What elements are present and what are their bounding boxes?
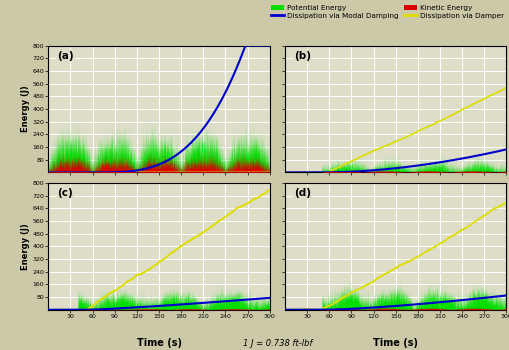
Text: Time (s): Time (s) — [136, 338, 182, 348]
Legend: Potential Energy, Dissipation via Modal Damping, Kinetic Energy, Dissipation via: Potential Energy, Dissipation via Modal … — [269, 4, 505, 20]
Text: (d): (d) — [294, 188, 311, 198]
Y-axis label: Energy (J): Energy (J) — [20, 85, 30, 132]
Text: 1 J = 0.738 ft-lbf: 1 J = 0.738 ft-lbf — [243, 339, 312, 348]
Text: (c): (c) — [57, 188, 73, 198]
Y-axis label: Energy (J): Energy (J) — [20, 223, 30, 270]
Text: (b): (b) — [294, 51, 311, 61]
Text: (a): (a) — [57, 51, 74, 61]
Text: Time (s): Time (s) — [373, 338, 418, 348]
